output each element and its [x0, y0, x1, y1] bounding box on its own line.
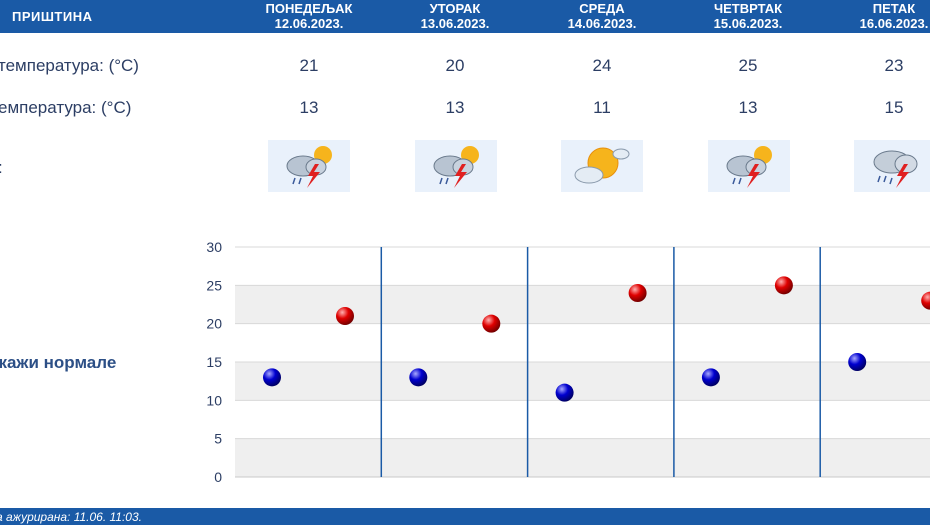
max-temp-point	[774, 276, 793, 295]
max-temp-point	[628, 284, 647, 302]
min-temp-value: 13	[738, 98, 758, 117]
grid-band	[235, 400, 930, 439]
sun-cloud-storm-icon	[268, 140, 350, 192]
day-date: 13.06.2023.	[420, 16, 490, 31]
min-temp-point	[848, 353, 867, 371]
grid-band	[235, 247, 930, 286]
weather-label: :	[0, 158, 3, 178]
min-temp-value: 11	[593, 98, 611, 117]
day-header-1: ПОНЕДЕЉАК 12.06.2023.	[244, 1, 374, 31]
sun-cloud-storm-icon	[415, 140, 497, 192]
day-date: 16.06.2023.	[859, 16, 929, 31]
sun-cloud-storm-icon	[708, 140, 790, 192]
max-temp-value: 21	[299, 56, 319, 75]
min-temp-value: 13	[445, 98, 465, 117]
max-temp-point	[921, 291, 930, 310]
y-tick-label: 0	[214, 469, 222, 485]
show-normals-link[interactable]: икажи нормале	[0, 353, 117, 372]
min-temp-point	[263, 368, 281, 387]
y-tick-label: 10	[206, 392, 222, 408]
max-temp-label: температура: (°C)	[0, 56, 139, 75]
day-header-3: СРЕДА 14.06.2023.	[537, 1, 667, 31]
min-temp-point	[701, 368, 720, 387]
day-name: ПОНЕДЕЉАК	[265, 1, 353, 16]
sun-cloud-icon	[561, 140, 643, 192]
y-tick-label: 20	[206, 316, 222, 332]
day-header-5: ПЕТАК 16.06.2023.	[829, 1, 930, 31]
footer-bar: а ажурирана: 11.06. 11:03.	[0, 508, 930, 525]
last-updated-text: а ажурирана: 11.06. 11:03.	[0, 510, 142, 524]
y-tick-label: 15	[206, 354, 222, 370]
y-tick-label: 25	[206, 277, 222, 293]
day-header-2: УТОРАК 13.06.2023.	[390, 1, 520, 31]
day-date: 12.06.2023.	[274, 16, 344, 31]
max-temp-value: 23	[884, 56, 904, 75]
forecast-header: ПРИШТИНА ПОНЕДЕЉАК 12.06.2023. УТОРАК 13…	[0, 0, 930, 33]
grid-band	[235, 323, 930, 362]
y-tick-label: 5	[214, 431, 222, 447]
cloud-rain-storm-icon	[854, 140, 930, 192]
day-date: 15.06.2023.	[713, 16, 783, 31]
min-temp-point	[409, 368, 428, 387]
min-temp-value: 13	[299, 98, 319, 117]
grid-band	[235, 438, 930, 477]
max-temp-point	[482, 314, 501, 333]
day-header-4: ЧЕТВРТАК 15.06.2023.	[683, 1, 813, 31]
min-temp-label: емпература: (°C)	[0, 98, 132, 117]
day-name: СРЕДА	[579, 1, 625, 16]
grid-band	[235, 362, 930, 401]
temperature-chart: 0 5 10 15 20 25 30	[206, 239, 930, 485]
day-date: 14.06.2023.	[567, 16, 637, 31]
max-temp-value: 20	[445, 56, 465, 75]
day-name: ПЕТАК	[872, 1, 916, 16]
day-name: ЧЕТВРТАК	[713, 1, 783, 16]
y-tick-label: 30	[206, 239, 222, 255]
day-name: УТОРАК	[429, 1, 481, 16]
city-name: ПРИШТИНА	[12, 9, 93, 24]
min-temp-point	[555, 383, 574, 402]
max-temp-value: 25	[738, 56, 758, 75]
max-temp-value: 24	[592, 56, 612, 75]
max-temp-point	[336, 307, 354, 325]
min-temp-value: 15	[884, 98, 904, 117]
